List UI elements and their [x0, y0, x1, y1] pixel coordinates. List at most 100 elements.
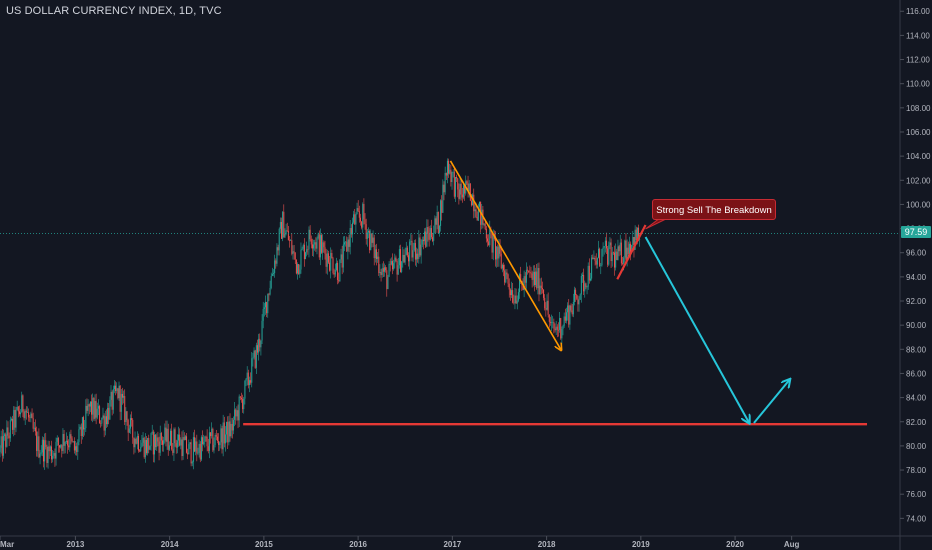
candle: [256, 339, 258, 355]
candle: [145, 435, 147, 456]
candle: [13, 406, 15, 437]
price-axis[interactable]: 74.00 76.00 78.00 80.00 82.00 84.00 86.00 88.00…: [899, 0, 931, 550]
candle: [619, 234, 621, 256]
candle: [564, 308, 566, 324]
last-price-badge: 97.59: [901, 226, 931, 238]
candle: [252, 352, 254, 367]
candle: [309, 225, 311, 242]
candle: [560, 317, 562, 340]
candle: [583, 268, 585, 296]
candle: [22, 394, 24, 418]
candle: [275, 258, 277, 269]
candle: [523, 270, 525, 298]
candle: [78, 424, 80, 446]
candle: [428, 226, 430, 247]
candle: [67, 435, 69, 454]
candle: [321, 233, 323, 255]
candle: [373, 234, 375, 266]
candle: [279, 217, 281, 234]
time-axis[interactable]: Mar 2013 2014 2015 2016 2017 2018 2019 2020 Aug: [0, 535, 932, 549]
candle: [167, 423, 169, 456]
candle: [48, 440, 50, 459]
candle: [476, 211, 478, 221]
candle: [405, 241, 407, 256]
x-tick-label: 2015: [255, 540, 273, 549]
candle: [276, 243, 278, 267]
candle: [64, 441, 66, 454]
candle: [338, 272, 340, 284]
candle: [430, 219, 432, 240]
candle: [181, 431, 183, 461]
projection-down-arrow[interactable]: [644, 236, 750, 423]
candle: [117, 387, 119, 400]
breakdown-trendline[interactable]: [616, 224, 647, 280]
candle: [264, 295, 266, 315]
candle: [161, 436, 163, 452]
candle: [262, 301, 264, 329]
candle: [9, 416, 11, 442]
candle: [229, 413, 231, 442]
candle: [340, 248, 342, 263]
candle: [319, 228, 321, 266]
candle: [331, 249, 333, 259]
candle: [438, 224, 440, 237]
candle: [565, 307, 567, 324]
candle: [589, 272, 591, 282]
candle: [628, 236, 630, 256]
candle: [103, 413, 105, 438]
candle: [316, 236, 318, 255]
candle: [342, 236, 344, 273]
candle: [127, 418, 129, 442]
candle: [175, 439, 177, 454]
candle: [259, 333, 261, 352]
candle: [110, 385, 112, 407]
candle: [371, 233, 373, 248]
candle: [142, 432, 144, 447]
candle: [519, 272, 521, 299]
candle: [36, 426, 38, 457]
downtrend-arrow[interactable]: [449, 160, 560, 349]
candle: [525, 262, 527, 289]
candle: [305, 251, 307, 260]
candle: [322, 234, 324, 260]
candle: [102, 407, 104, 420]
candle: [606, 232, 608, 254]
candle: [452, 169, 454, 178]
candle: [70, 429, 72, 445]
candle: [528, 270, 530, 274]
candle: [237, 404, 239, 429]
candle: [50, 440, 52, 464]
candle: [266, 301, 268, 318]
candle: [85, 399, 87, 432]
candle: [290, 239, 292, 241]
candle: [282, 211, 284, 242]
candle: [126, 410, 128, 426]
candle: [375, 243, 377, 266]
candle: [191, 460, 193, 467]
candle: [83, 415, 85, 438]
candle: [395, 255, 397, 262]
candle: [480, 201, 482, 233]
candle: [599, 247, 601, 267]
candle: [306, 241, 308, 257]
candle: [137, 433, 139, 453]
projection-up-arrow[interactable]: [753, 379, 790, 424]
candle: [614, 245, 616, 276]
candle: [47, 440, 49, 469]
candle: [451, 171, 453, 190]
candle: [529, 265, 531, 278]
y-tick-label: 74.00: [906, 514, 927, 523]
candle: [112, 385, 114, 414]
y-tick-label: 108.00: [906, 104, 931, 113]
candle: [544, 294, 546, 311]
candle: [216, 433, 218, 444]
candle: [349, 220, 351, 255]
sell-callout[interactable]: Strong Sell The Breakdown: [652, 199, 776, 220]
candle: [238, 394, 240, 427]
candle: [140, 439, 142, 453]
candle: [346, 236, 348, 253]
candle: [14, 406, 16, 436]
candle: [307, 245, 309, 255]
candle: [23, 409, 25, 421]
